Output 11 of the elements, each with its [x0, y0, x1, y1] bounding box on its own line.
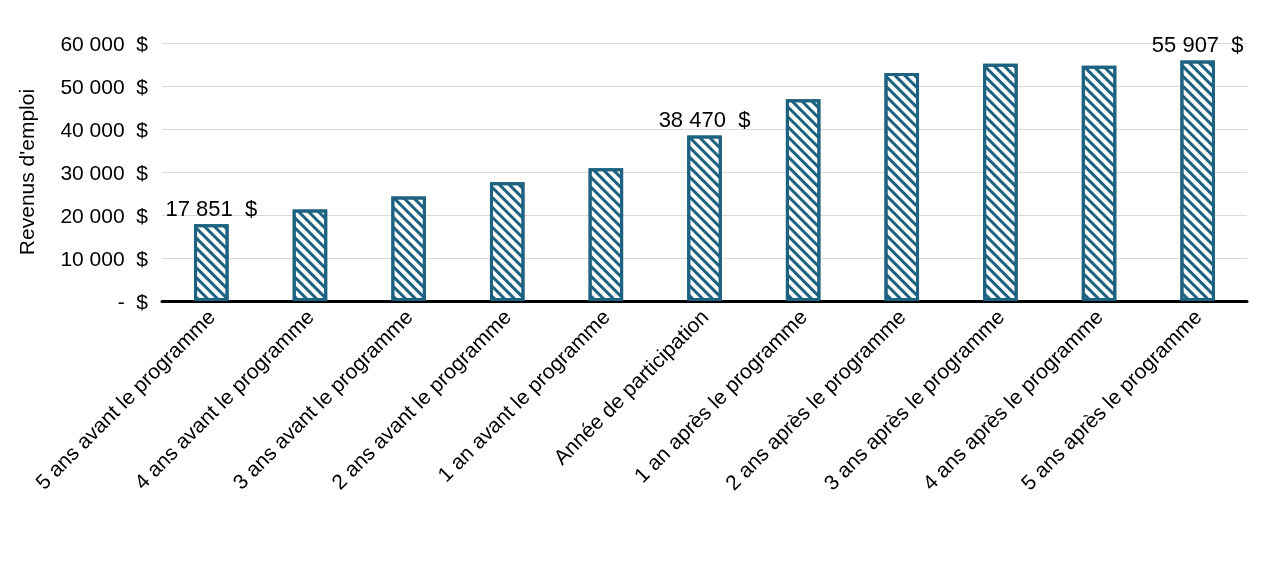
y-tick-label: 20 000 $: [60, 203, 149, 227]
y-tick-label: 50 000 $: [60, 74, 149, 98]
y-axis-title: Revenus d'emploi: [15, 88, 38, 256]
y-tick-label: 40 000 $: [60, 117, 149, 141]
data-label: 38 470 $: [658, 107, 751, 133]
y-tick-label: 30 000 $: [60, 160, 149, 184]
data-label: 55 907 $: [1151, 32, 1244, 58]
y-tick-label: 10 000 $: [60, 246, 149, 270]
y-tick-label: - $: [117, 289, 149, 313]
y-tick-label: 60 000 $: [60, 31, 149, 55]
data-label: 17 851 $: [165, 195, 258, 221]
